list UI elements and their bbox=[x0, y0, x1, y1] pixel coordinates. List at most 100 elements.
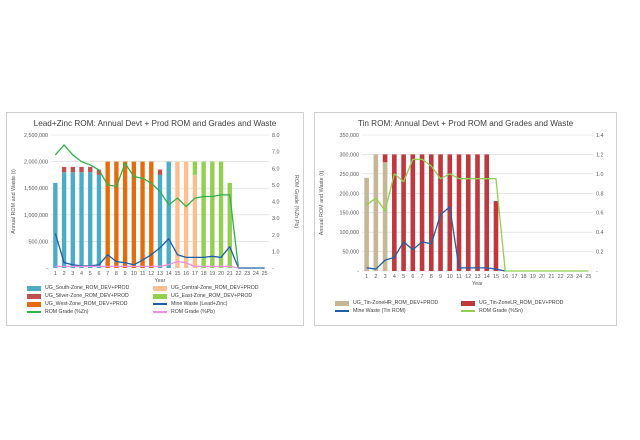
bar bbox=[192, 174, 198, 268]
bar bbox=[105, 161, 110, 268]
bar bbox=[61, 166, 67, 173]
x-tick-label: 6 bbox=[97, 271, 100, 277]
bar bbox=[218, 161, 224, 268]
legend-item: ROM Grade (%Sn) bbox=[461, 308, 523, 314]
x-tick-label: 11 bbox=[140, 271, 146, 277]
x-tick-label: 4 bbox=[80, 271, 83, 277]
x-tick-label: 20 bbox=[218, 271, 224, 277]
y2-tick-label: 0.4 bbox=[596, 230, 604, 236]
tin-chart-plot: - 50,000 100,000 150,000 200,000 250,000 300,0… bbox=[319, 133, 618, 287]
bar bbox=[438, 154, 443, 271]
x-tick-label: 19 bbox=[209, 271, 215, 277]
y2-tick-label: 8.0 bbox=[272, 133, 280, 139]
y-tick-label: 50,000 bbox=[343, 250, 360, 256]
chart-title: Tin ROM: Annual Devt + Prod ROM and Grad… bbox=[357, 119, 574, 128]
x-tick-label: 15 bbox=[174, 271, 180, 277]
series-line bbox=[54, 144, 240, 269]
x-tick-label: 3 bbox=[71, 271, 74, 277]
legend-swatch bbox=[461, 310, 475, 312]
x-tick-label: 24 bbox=[576, 274, 582, 280]
bar bbox=[201, 161, 206, 268]
legend-label: ROM Grade (%Sn) bbox=[479, 308, 523, 314]
x-tick-label: 18 bbox=[521, 274, 527, 280]
legend-swatch bbox=[153, 285, 167, 291]
bar bbox=[157, 169, 163, 175]
bar bbox=[79, 166, 84, 173]
bar bbox=[61, 172, 67, 268]
bar bbox=[456, 154, 462, 271]
y2-tick-label: 1.4 bbox=[596, 133, 604, 139]
y2-tick-label: 4.0 bbox=[272, 200, 280, 206]
bar bbox=[183, 161, 189, 268]
x-tick-label: 22 bbox=[235, 271, 241, 277]
x-axis-title: Year bbox=[155, 278, 166, 284]
y2-tick-label: - bbox=[596, 269, 598, 275]
legend-swatch bbox=[27, 301, 41, 307]
x-tick-label: 19 bbox=[530, 274, 536, 280]
y2-tick-label: - bbox=[272, 266, 274, 272]
legend-swatch bbox=[153, 311, 167, 313]
bar bbox=[428, 154, 434, 271]
x-tick-label: 13 bbox=[475, 274, 481, 280]
legend-label: Mine Waste (Tin ROM) bbox=[353, 308, 406, 314]
bar bbox=[166, 161, 171, 268]
legend-swatch bbox=[27, 293, 41, 299]
bar bbox=[484, 154, 490, 271]
x-tick-label: 13 bbox=[157, 271, 163, 277]
legend-label: UG_South-Zone_ROM_DEV+PROD bbox=[45, 285, 130, 291]
x-tick-label: 11 bbox=[456, 274, 462, 280]
x-tick-label: 10 bbox=[131, 271, 137, 277]
bar bbox=[70, 172, 75, 268]
bar bbox=[401, 154, 406, 271]
legend-label: ROM Grade (%Pb) bbox=[171, 309, 215, 315]
x-tick-label: 21 bbox=[548, 274, 554, 280]
bar bbox=[122, 161, 128, 268]
y2-tick-label: 0.8 bbox=[596, 191, 604, 197]
legend-label: UG_Silver-Zone_ROM_DEV+PROD bbox=[45, 293, 129, 299]
x-tick-label: 8 bbox=[115, 271, 118, 277]
x-axis-title: Year bbox=[472, 281, 483, 287]
legend-swatch bbox=[153, 293, 167, 299]
x-tick-label: 3 bbox=[384, 274, 387, 280]
y2-tick-label: 1.2 bbox=[596, 152, 604, 158]
y-tick-label: 1,000,000 bbox=[24, 213, 48, 219]
x-tick-label: 2 bbox=[63, 271, 66, 277]
y-tick-label: 500,000 bbox=[29, 239, 49, 245]
bar bbox=[70, 166, 75, 173]
legend-item: Mine Waste (Tin ROM) bbox=[335, 308, 406, 314]
x-tick-label: 9 bbox=[124, 271, 127, 277]
x-tick-label: 5 bbox=[89, 271, 92, 277]
y2-tick-label: 1.0 bbox=[596, 172, 604, 178]
y-tick-label: - bbox=[46, 266, 48, 272]
legend-item: UG_Tin-ZoneHR_ROM_DEV+PROD bbox=[335, 300, 438, 306]
legend-item: UG_Tin-ZoneLR_ROM_DEV+PROD bbox=[461, 300, 563, 306]
lead-zinc-chart-plot: - 500,000 1,000,000 1,500,000 2,000,000 2,500… bbox=[11, 133, 299, 284]
x-tick-label: 16 bbox=[183, 271, 189, 277]
x-tick-label: 1 bbox=[54, 271, 57, 277]
bar bbox=[79, 172, 84, 268]
legend-item: UG_West-Zone_ROM_DEV+PROD bbox=[27, 301, 128, 307]
x-tick-label: 14 bbox=[166, 271, 172, 277]
y-tick-label: 150,000 bbox=[340, 211, 360, 217]
series-line bbox=[366, 206, 506, 272]
tin-chart-panel: Tin ROM: Annual Devt + Prod ROM and Grad… bbox=[314, 112, 618, 326]
legend-label: ROM Grade (%Zn) bbox=[45, 309, 89, 315]
y-axis-title: Annual ROM and Waste (t) bbox=[319, 171, 325, 236]
legend-swatch bbox=[461, 300, 475, 306]
x-tick-label: 7 bbox=[106, 271, 109, 277]
x-tick-label: 15 bbox=[493, 274, 499, 280]
legend-label: UG_Central-Zone_ROM_DEV+PROD bbox=[171, 285, 259, 291]
legend-item: ROM Grade (%Zn) bbox=[27, 309, 89, 315]
bar bbox=[364, 177, 369, 271]
bar bbox=[373, 154, 379, 271]
bar bbox=[192, 161, 198, 175]
x-tick-label: 1 bbox=[365, 274, 368, 280]
x-tick-label: 16 bbox=[502, 274, 508, 280]
legend-swatch bbox=[335, 310, 349, 312]
bar bbox=[493, 201, 499, 271]
bar bbox=[410, 154, 416, 271]
legend-label: Mine Waste (Lead+Zinc) bbox=[171, 301, 228, 307]
bar bbox=[210, 161, 215, 268]
bar bbox=[447, 154, 453, 271]
x-tick-label: 23 bbox=[567, 274, 573, 280]
